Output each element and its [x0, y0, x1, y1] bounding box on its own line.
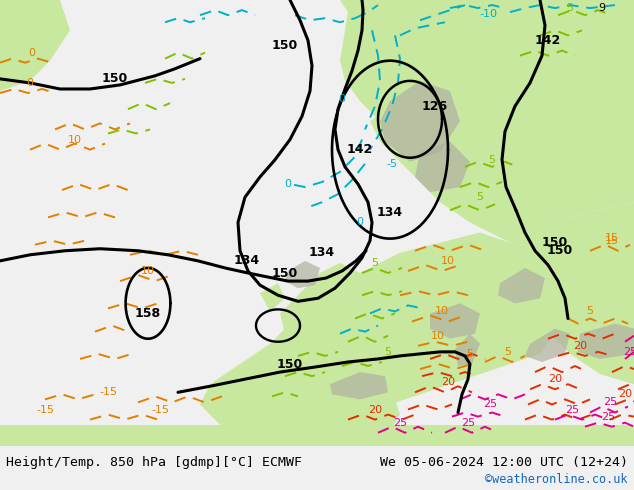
Text: ©weatheronline.co.uk: ©weatheronline.co.uk: [485, 473, 628, 487]
Text: -5: -5: [387, 159, 398, 169]
Text: 0: 0: [29, 48, 36, 58]
Text: -10: -10: [479, 9, 497, 19]
Text: 15: 15: [605, 236, 619, 245]
Text: -15: -15: [99, 387, 117, 397]
Text: 10: 10: [68, 135, 82, 145]
Polygon shape: [0, 425, 634, 446]
Text: 25: 25: [601, 412, 615, 421]
Text: 142: 142: [347, 143, 373, 156]
Text: 0: 0: [356, 218, 363, 227]
Text: 5: 5: [467, 349, 474, 359]
Text: 150: 150: [272, 39, 298, 52]
Text: -15: -15: [36, 405, 54, 415]
Text: 5: 5: [567, 3, 574, 13]
Text: 0: 0: [339, 94, 346, 104]
Text: 20: 20: [368, 405, 382, 415]
Text: 25: 25: [565, 405, 579, 415]
Text: 20: 20: [618, 390, 632, 399]
Polygon shape: [285, 261, 320, 288]
Text: We 05-06-2024 12:00 UTC (12+24): We 05-06-2024 12:00 UTC (12+24): [380, 456, 628, 469]
Polygon shape: [430, 303, 480, 339]
Text: 25: 25: [483, 399, 497, 410]
Text: 5: 5: [477, 192, 484, 202]
Text: 150: 150: [547, 244, 573, 257]
Text: 10: 10: [435, 306, 449, 317]
Text: 126: 126: [422, 99, 448, 113]
Polygon shape: [370, 50, 634, 243]
Text: 25: 25: [461, 417, 475, 428]
Text: 10: 10: [441, 256, 455, 266]
Polygon shape: [578, 323, 634, 359]
Polygon shape: [280, 263, 365, 349]
Text: 134: 134: [377, 206, 403, 219]
Text: 150: 150: [102, 73, 128, 85]
Text: 5: 5: [489, 155, 496, 165]
Text: 158: 158: [135, 307, 161, 320]
Text: 20: 20: [573, 341, 587, 351]
Polygon shape: [415, 142, 470, 192]
Text: 20: 20: [548, 374, 562, 384]
Text: 0: 0: [285, 179, 292, 189]
Text: 142: 142: [535, 34, 561, 47]
Text: 5: 5: [372, 258, 378, 268]
Polygon shape: [260, 283, 285, 312]
Polygon shape: [380, 81, 460, 162]
Polygon shape: [340, 0, 450, 131]
Text: 0: 0: [27, 78, 34, 88]
Polygon shape: [340, 0, 634, 182]
Text: 10: 10: [141, 266, 155, 276]
Text: 5: 5: [384, 347, 392, 357]
Polygon shape: [498, 268, 545, 303]
Text: 25: 25: [603, 397, 617, 407]
Text: 25: 25: [623, 347, 634, 357]
Text: 150: 150: [542, 236, 568, 249]
Polygon shape: [455, 334, 480, 366]
Polygon shape: [505, 202, 634, 384]
Polygon shape: [0, 0, 70, 91]
Text: 10: 10: [431, 331, 445, 341]
Polygon shape: [525, 329, 570, 362]
Text: 20: 20: [441, 377, 455, 387]
Polygon shape: [270, 364, 400, 446]
Text: 25: 25: [393, 417, 407, 428]
Text: 5: 5: [586, 306, 593, 317]
Text: 150: 150: [272, 267, 298, 279]
Text: 9: 9: [598, 3, 605, 13]
Polygon shape: [200, 233, 570, 446]
Text: 15: 15: [605, 233, 619, 243]
Text: 134: 134: [234, 254, 260, 268]
Text: 134: 134: [309, 246, 335, 259]
Text: 5: 5: [505, 347, 512, 357]
Text: -15: -15: [151, 405, 169, 415]
Text: Height/Temp. 850 hPa [gdmp][°C] ECMWF: Height/Temp. 850 hPa [gdmp][°C] ECMWF: [6, 456, 302, 469]
Polygon shape: [330, 372, 388, 399]
Text: 150: 150: [277, 358, 303, 370]
